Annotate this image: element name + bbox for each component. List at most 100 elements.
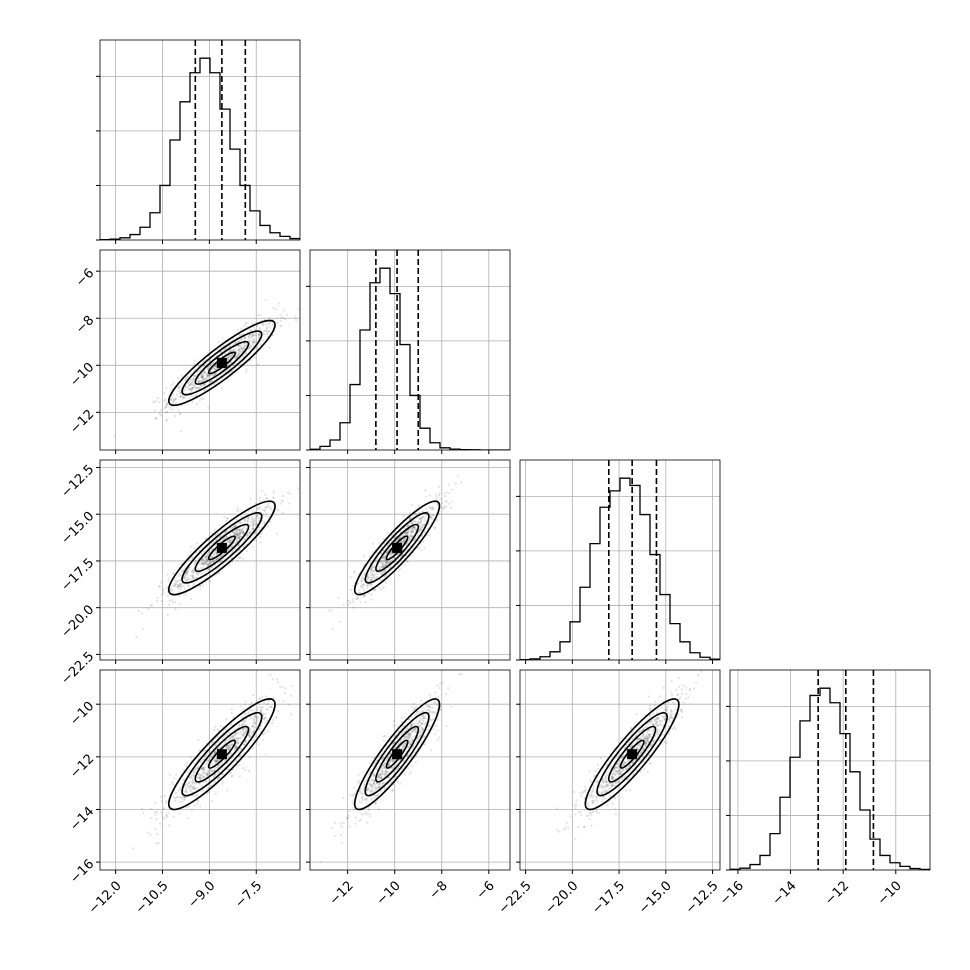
scatter-point xyxy=(192,787,195,790)
scatter-point xyxy=(460,481,463,484)
scatter-point xyxy=(185,787,188,790)
scatter-point xyxy=(370,574,373,577)
scatter-point xyxy=(256,352,259,355)
scatter-point xyxy=(418,521,421,524)
scatter-point xyxy=(213,373,216,376)
scatter-point xyxy=(185,578,188,581)
scatter-point xyxy=(433,710,436,713)
scatter-point xyxy=(406,531,409,535)
scatter-point xyxy=(451,500,454,503)
scatter-point xyxy=(175,791,178,794)
scatter-point xyxy=(408,735,412,738)
scatter-point xyxy=(250,516,253,519)
scatter-point xyxy=(360,801,363,805)
scatter-point xyxy=(175,795,179,799)
scatter-point xyxy=(207,769,210,772)
scatter-point xyxy=(348,825,351,828)
scatter-point xyxy=(384,562,387,565)
scatter-point xyxy=(190,388,193,391)
histogram-step xyxy=(310,267,510,450)
scatter-point xyxy=(226,739,229,742)
scatter-point xyxy=(238,764,241,767)
scatter-point xyxy=(192,582,195,585)
scatter-point xyxy=(382,563,385,566)
scatter-point xyxy=(236,349,239,352)
scatter-point xyxy=(409,533,412,536)
scatter-point xyxy=(422,728,425,731)
scatter-point xyxy=(381,556,384,560)
scatter-point xyxy=(208,759,211,762)
scatter-point xyxy=(241,531,245,535)
scatter-point xyxy=(248,756,251,759)
scatter-point xyxy=(238,556,241,559)
scatter-point xyxy=(268,502,271,505)
scatter-point xyxy=(263,509,266,512)
scatter-point xyxy=(213,752,216,755)
scatter-point xyxy=(192,383,195,386)
scatter-point xyxy=(416,721,419,724)
scatter-point xyxy=(230,538,233,541)
scatter-point xyxy=(206,366,209,369)
scatter-point xyxy=(242,735,245,738)
scatter-point xyxy=(266,326,269,329)
scatter-point xyxy=(650,732,653,735)
scatter-point xyxy=(256,740,259,744)
scatter-point xyxy=(166,573,169,576)
scatter-point xyxy=(249,717,252,720)
scatter-point xyxy=(247,517,250,520)
scatter-point xyxy=(400,768,404,771)
scatter-point xyxy=(353,793,356,796)
scatter-point xyxy=(422,515,425,519)
scatter-point xyxy=(192,571,196,574)
scatter-point xyxy=(263,333,266,336)
scatter-point xyxy=(384,771,387,774)
scatter-point xyxy=(379,771,382,774)
scatter-point xyxy=(637,754,640,757)
scatter-point xyxy=(165,386,168,389)
scatter-point xyxy=(223,347,227,350)
scatter-point xyxy=(414,513,417,516)
scatter-point xyxy=(232,348,235,351)
scatter-point xyxy=(202,371,205,374)
scatter-point xyxy=(367,580,370,583)
scatter-point xyxy=(231,551,234,554)
scatter-point xyxy=(382,756,385,759)
scatter-point xyxy=(195,572,198,575)
scatter-point xyxy=(401,541,405,544)
scatter-point xyxy=(671,694,674,697)
scatter-point xyxy=(644,742,647,745)
scatter-point xyxy=(605,783,608,786)
scatter-point xyxy=(200,563,203,566)
scatter-point xyxy=(370,579,373,582)
scatter-point xyxy=(205,374,209,377)
scatter-point xyxy=(199,760,202,764)
scatter-point xyxy=(235,355,238,358)
scatter-point xyxy=(377,773,381,776)
scatter-point xyxy=(436,718,439,721)
scatter-point xyxy=(319,860,322,863)
scatter-point xyxy=(436,738,439,741)
scatter-point xyxy=(222,537,225,540)
scatter-point xyxy=(382,537,385,541)
scatter-point xyxy=(201,378,205,381)
scatter-point xyxy=(411,747,414,750)
scatter-point xyxy=(211,379,214,383)
scatter-point xyxy=(218,776,221,779)
contour-level xyxy=(194,523,250,573)
scatter-point xyxy=(403,745,406,748)
scatter-point xyxy=(176,377,179,380)
scatter-point xyxy=(165,586,169,590)
scatter-point xyxy=(413,728,416,731)
scatter-point xyxy=(419,524,422,527)
scatter-point xyxy=(409,536,412,539)
scatter-point xyxy=(382,555,385,558)
scatter-point xyxy=(247,336,251,339)
scatter-point xyxy=(418,517,421,520)
scatter-point xyxy=(365,802,368,805)
scatter-point xyxy=(267,504,270,507)
scatter-point xyxy=(177,387,181,390)
scatter-point xyxy=(370,570,373,573)
scatter-point xyxy=(259,313,262,317)
scatter-point xyxy=(150,807,153,810)
scatter-point xyxy=(234,737,238,740)
